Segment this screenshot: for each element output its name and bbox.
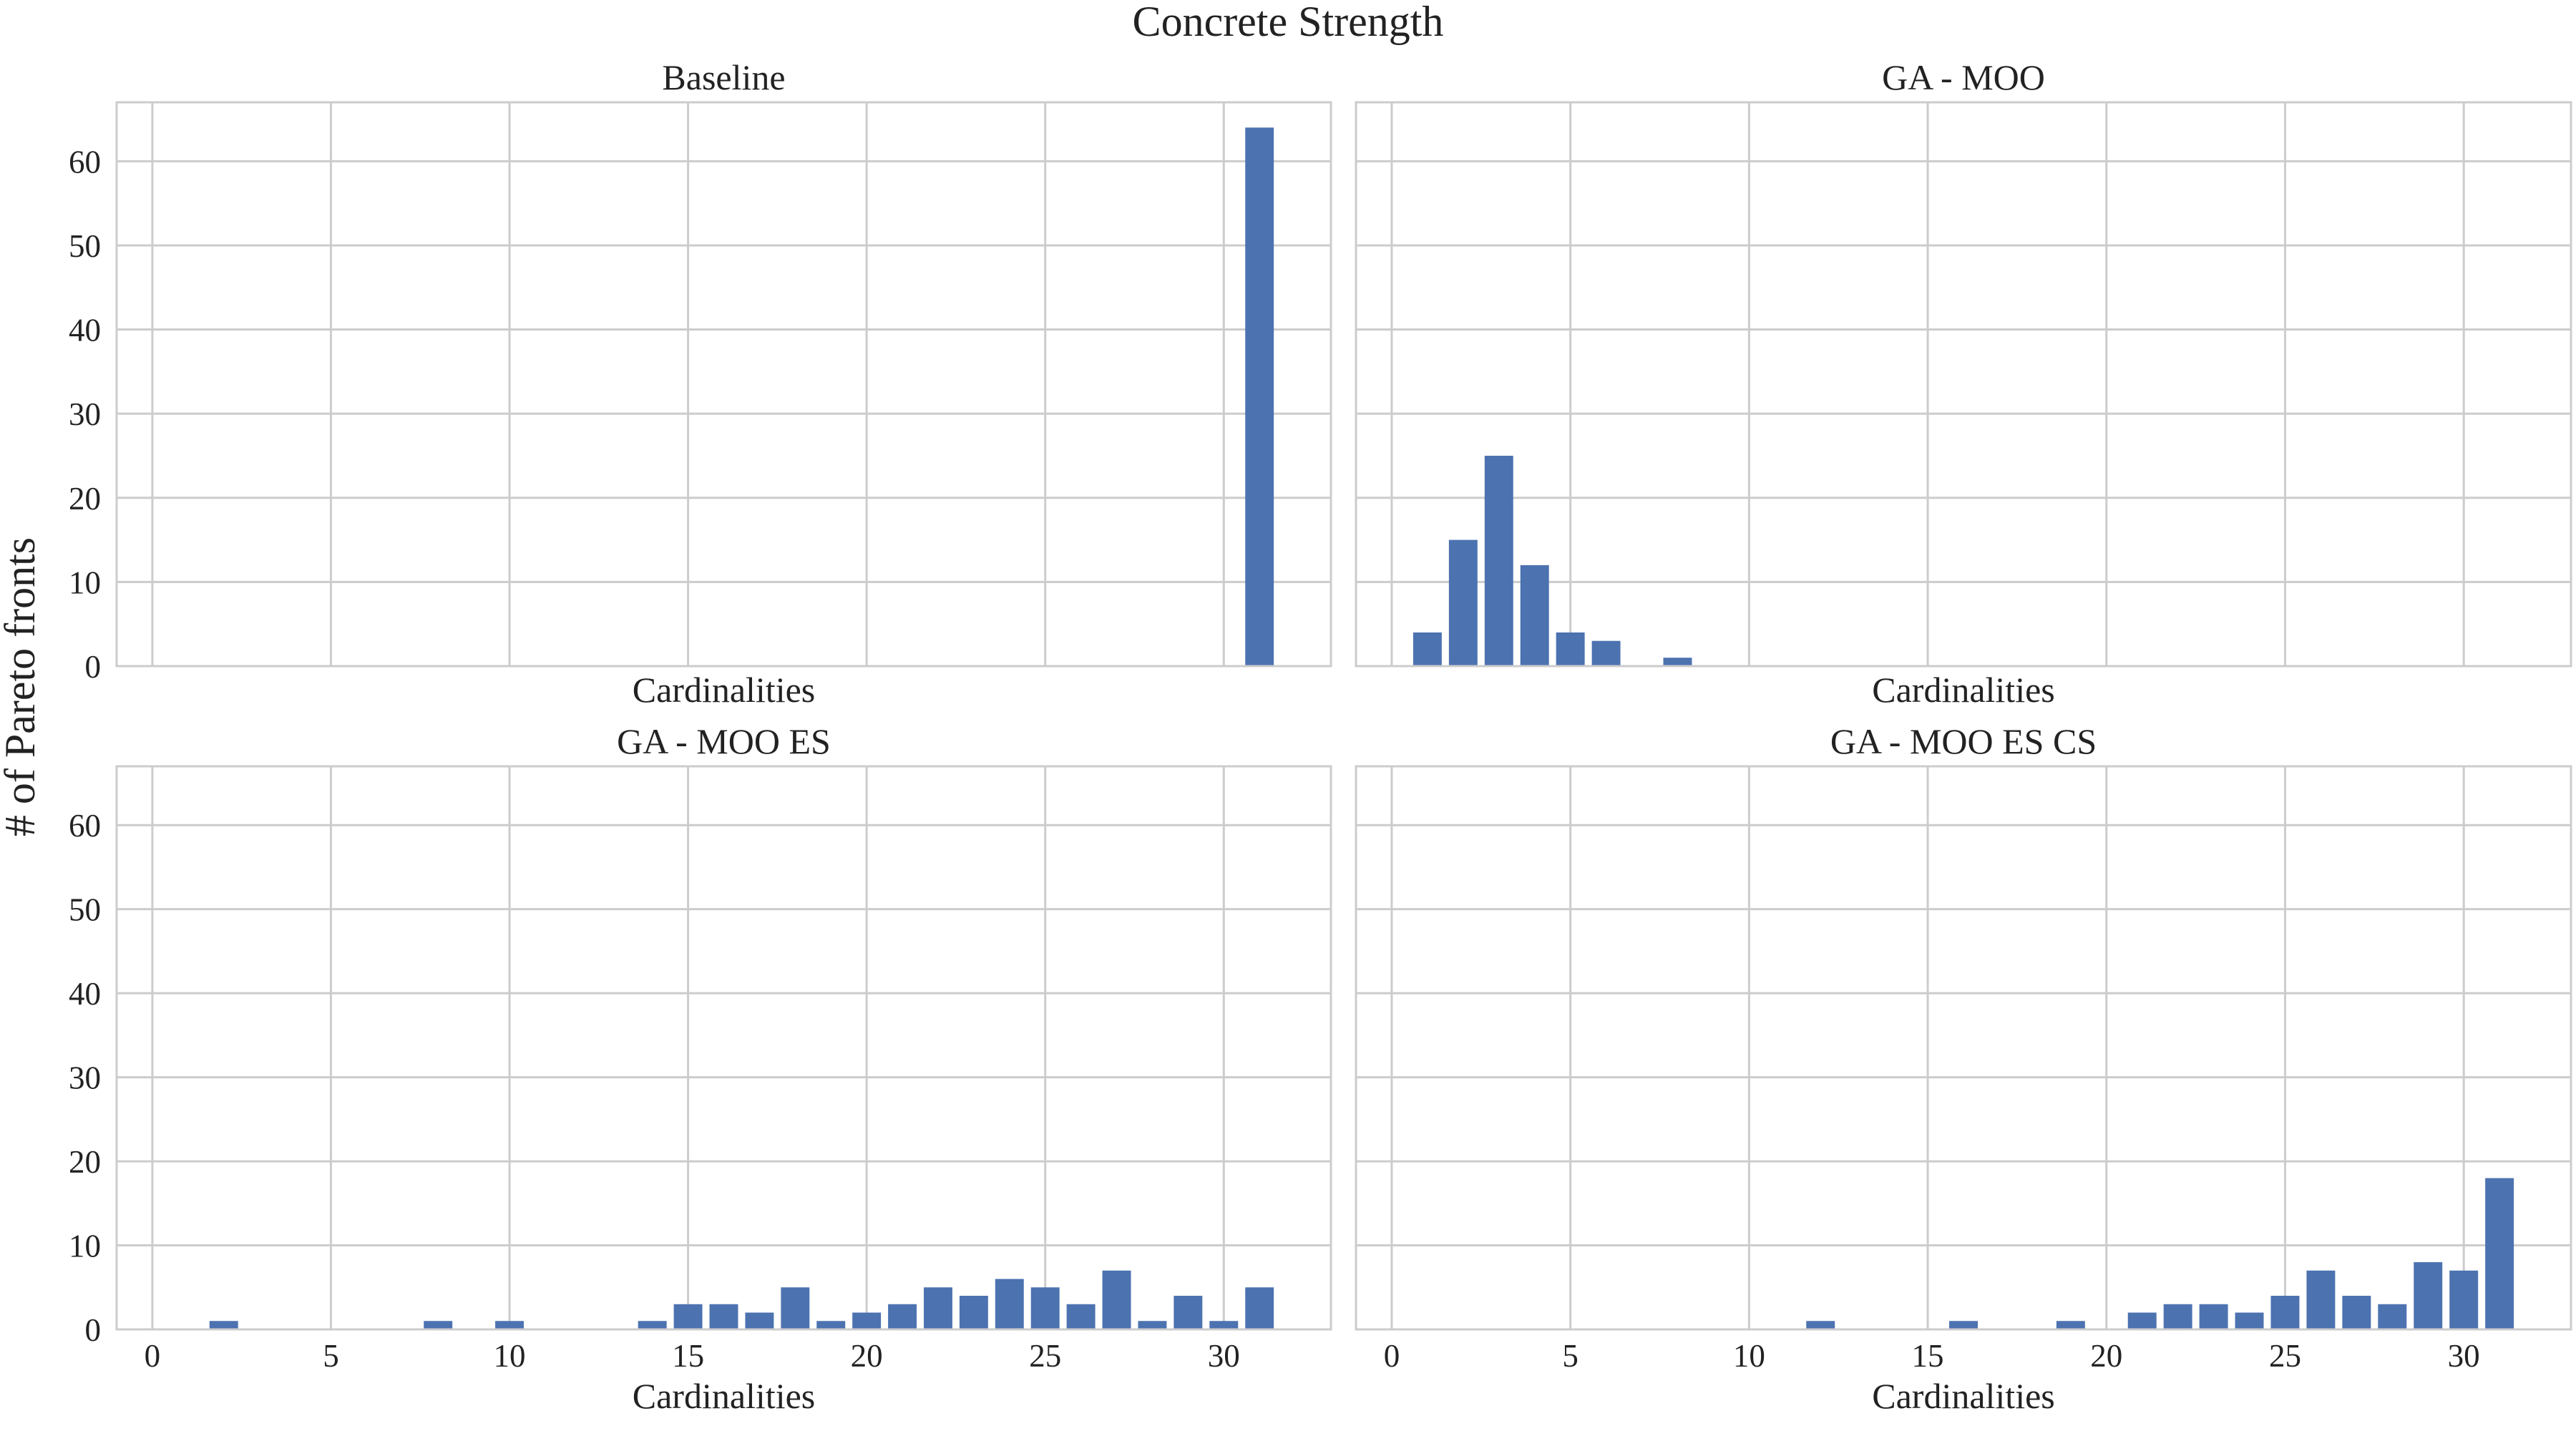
bar (959, 1296, 988, 1329)
bar (2163, 1304, 2192, 1329)
x-tick-label: 20 (2090, 1338, 2122, 1374)
x-axis-label: Cardinalities (1872, 1376, 2055, 1416)
y-tick-label: 40 (69, 313, 101, 348)
bar (1448, 539, 1478, 666)
bar (1663, 658, 1692, 666)
x-axis-label: Cardinalities (633, 670, 816, 710)
y-tick-label: 10 (69, 1229, 101, 1264)
bar (2449, 1270, 2479, 1329)
bar (1174, 1296, 1203, 1329)
bar (2414, 1262, 2443, 1329)
y-tick-label: 30 (69, 396, 101, 432)
panel-ga-moo: GA - MOO Cardinalities (1355, 57, 2572, 710)
x-tick-label: 15 (672, 1338, 704, 1374)
bar (2199, 1304, 2228, 1329)
bar (2306, 1270, 2336, 1329)
bar (888, 1304, 917, 1329)
panel-ga-moo-es-cs: 0 5 10 15 20 25 30 GA - MOO ES CS Cardinalities (1355, 721, 2572, 1416)
bar (1245, 1287, 1274, 1329)
bar (2485, 1178, 2514, 1329)
bar (1520, 565, 1549, 666)
x-tick-label: 20 (851, 1338, 883, 1374)
plot-frame (115, 765, 1332, 1331)
bar (1484, 455, 1513, 666)
bar (2235, 1312, 2264, 1329)
panel-title: GA - MOO (1882, 57, 2045, 97)
x-tick-label: 10 (1733, 1338, 1765, 1374)
y-tick-label: 30 (69, 1060, 101, 1096)
bar (209, 1321, 238, 1329)
x-tick-label: 5 (1562, 1338, 1579, 1374)
y-axis-label: # of Pareto fronts (0, 537, 44, 836)
bar (1806, 1321, 1835, 1329)
bar (673, 1304, 703, 1329)
panel-title: Baseline (662, 57, 785, 97)
bar (745, 1312, 774, 1329)
bar (1245, 127, 1274, 667)
bar (2056, 1321, 2085, 1329)
plot-frame (115, 101, 1332, 668)
bar (1591, 640, 1621, 666)
bar (495, 1321, 524, 1329)
bar (781, 1287, 810, 1329)
bar (995, 1279, 1024, 1329)
y-tick-label: 50 (69, 892, 101, 928)
bar (1949, 1321, 1978, 1329)
figure-title: Concrete Strength (1133, 0, 1444, 45)
bar (1556, 632, 1585, 666)
bar (2378, 1304, 2407, 1329)
bar (816, 1321, 846, 1329)
bar (424, 1321, 453, 1329)
y-tick-label: 60 (69, 808, 101, 844)
plot-frame (1355, 765, 2572, 1331)
y-tick-label: 50 (69, 228, 101, 264)
bar (638, 1321, 667, 1329)
y-tick-label: 60 (69, 144, 101, 180)
bar (2342, 1296, 2371, 1329)
y-tick-label: 20 (69, 1144, 101, 1180)
bar (1102, 1270, 1131, 1329)
y-tick-label: 10 (69, 565, 101, 600)
x-tick-label: 30 (2448, 1338, 2480, 1374)
y-tick-label: 40 (69, 976, 101, 1012)
x-tick-label: 10 (494, 1338, 526, 1374)
panel-title: GA - MOO ES (617, 721, 831, 761)
x-tick-label: 0 (1384, 1338, 1400, 1374)
bar (1066, 1304, 1096, 1329)
x-tick-label: 0 (145, 1338, 161, 1374)
bar (2127, 1312, 2157, 1329)
bar (1030, 1287, 1060, 1329)
x-tick-label: 30 (1208, 1338, 1240, 1374)
bar (2270, 1296, 2300, 1329)
bar (1138, 1321, 1167, 1329)
panel-title: GA - MOO ES CS (1830, 721, 2097, 761)
x-tick-label: 25 (2269, 1338, 2301, 1374)
x-tick-label: 15 (1912, 1338, 1944, 1374)
bar (924, 1287, 952, 1329)
bar (852, 1312, 882, 1329)
y-tick-label: 0 (85, 649, 102, 685)
bar (709, 1304, 738, 1329)
y-tick-label: 20 (69, 481, 101, 517)
plot-frame (1355, 101, 2572, 668)
bar (1413, 632, 1442, 666)
x-tick-label: 5 (323, 1338, 339, 1374)
panel-baseline: 0 10 20 30 40 50 60 Baseline Cardinalities (69, 57, 1332, 710)
y-tick-label: 0 (85, 1312, 102, 1348)
x-axis-label: Cardinalities (633, 1376, 816, 1416)
x-axis-label: Cardinalities (1872, 670, 2055, 710)
panel-ga-moo-es: 0 5 10 15 20 25 30 0 10 20 30 40 50 60 GA - MOO ES Card… (69, 721, 1332, 1416)
bar (1209, 1321, 1239, 1329)
x-tick-label: 25 (1029, 1338, 1061, 1374)
